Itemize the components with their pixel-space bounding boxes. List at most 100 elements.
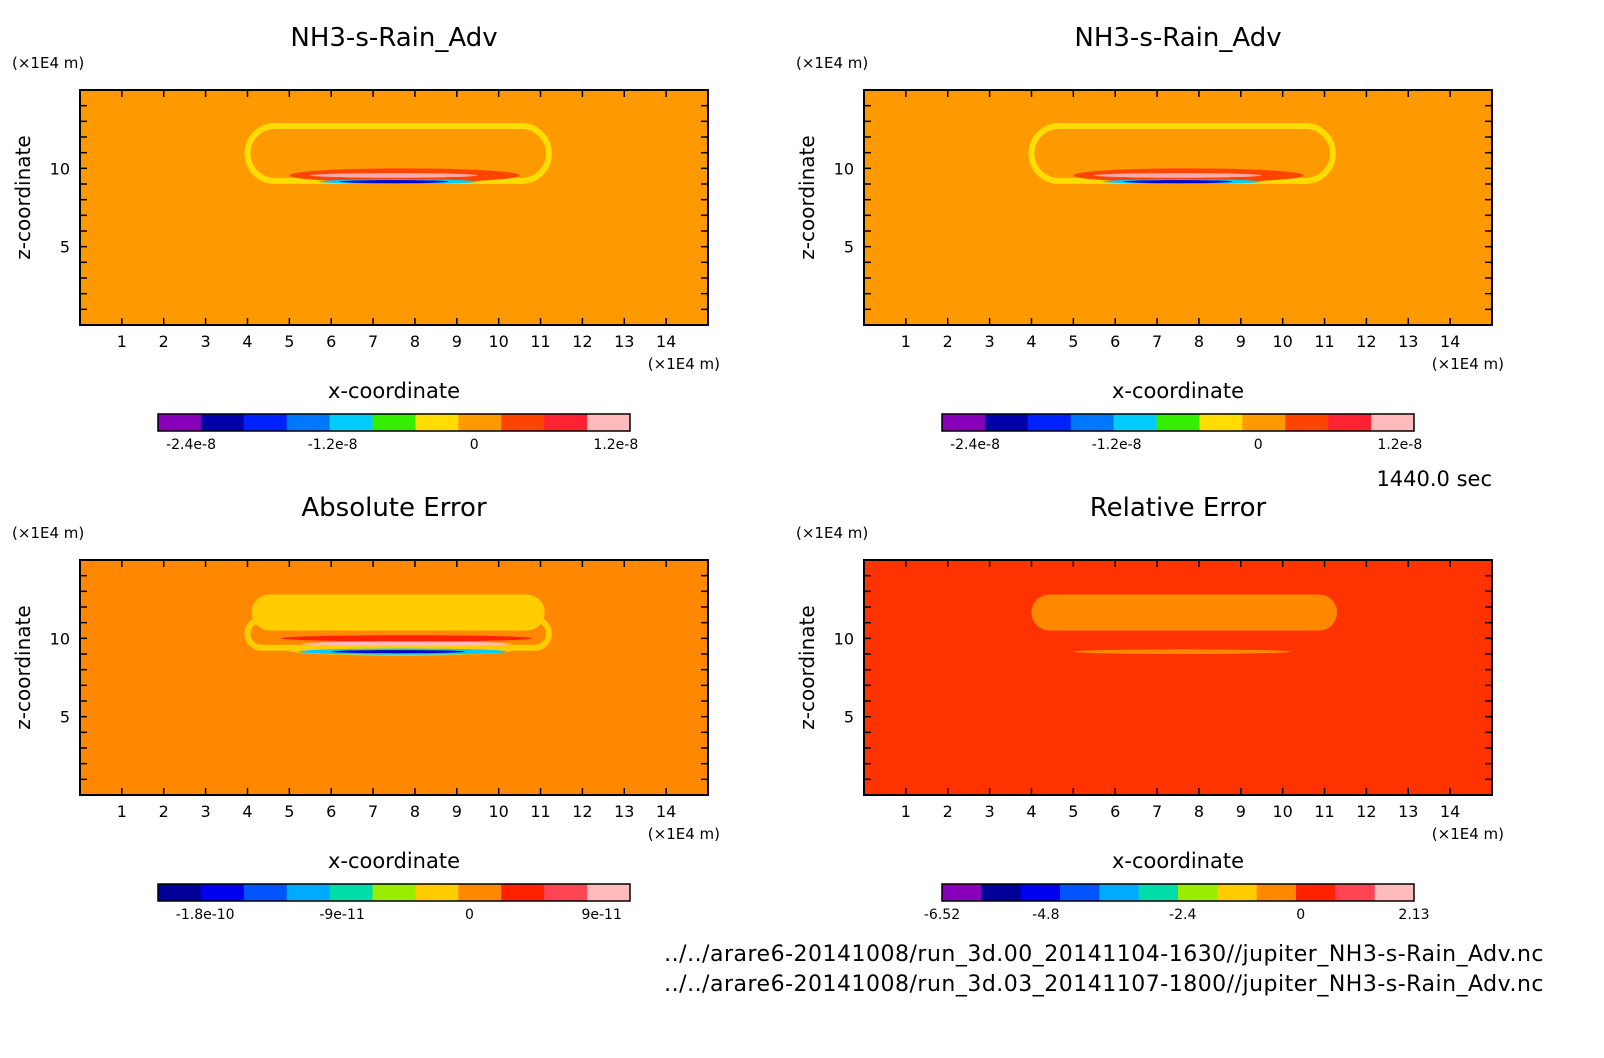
panel1-y-axis-label: z-coordinate [11,135,35,259]
panel2-x-tick-label: 11 [1314,332,1334,351]
panel2-contour-5 [1123,180,1233,184]
panel3-colorbar-segment [372,884,416,901]
panel3-x-tick-label: 11 [530,802,550,821]
panel4-x-tick-label: 8 [1194,802,1204,821]
panel1-colorbar-segment [200,414,245,431]
panel4-colorbar-segment [1256,884,1297,901]
panel1-colorbar-label: 0 [470,437,479,453]
panel1-x-tick-label: 9 [452,332,462,351]
panel1-plot-frame [79,89,709,326]
panel4-colorbar-label: 2.13 [1398,907,1429,923]
panel1-colorbar-segment [372,414,416,431]
panel4-colorbar-segment [981,884,1022,901]
panel2-x-tick-label: 3 [985,332,995,351]
panel2-colorbar-label: 1.2e-8 [1377,437,1422,453]
panel4-colorbar-segment [1217,884,1258,901]
panel2-x-tick-label: 10 [1272,332,1292,351]
panel3-colorbar-segment [243,884,288,901]
panel3-y-tick-label: 5 [60,708,70,727]
panel2-title: NH3-s-Rain_Adv [1074,23,1281,53]
panel3-y-tick-label: 10 [50,629,70,648]
panel4-x-axis-label: x-coordinate [1112,849,1244,873]
panel2-x-tick-label: 14 [1440,332,1460,351]
panel4-colorbar-segment [942,884,982,901]
panel1-colorbar-segment [286,414,331,431]
panel3-plot-frame [79,559,709,796]
panel3-contour-4 [301,641,512,647]
panel2-colorbar-segment [942,414,986,431]
panel1-x-tick-label: 10 [488,332,508,351]
panel2-colorbar-segment [1027,414,1072,431]
panel1-colorbar-segment [587,414,631,431]
panel3-x-tick-label: 5 [284,802,294,821]
panel1-x-tick-label: 4 [242,332,252,351]
panel2-x-tick-label: 6 [1110,332,1120,351]
panel3-colorbar-label: 0 [465,907,474,923]
file-path-1: ../../arare6-20141008/run_3d.00_20141104… [664,942,1544,967]
panel2-y-tick-label: 10 [834,159,854,178]
panel1-x-tick-label: 8 [410,332,420,351]
panel3-colorbar-segment [329,884,374,901]
panel3-x-tick-label: 12 [572,802,592,821]
panel1-x-tick-label: 2 [159,332,169,351]
panel2-colorbar-segment [1070,414,1115,431]
panel4-x-tick-label: 5 [1068,802,1078,821]
panel1-x-unit: (×1E4 m) [648,355,720,373]
panel2-x-tick-label: 2 [943,332,953,351]
panel3-colorbar-label: -9e-11 [319,907,364,923]
panel4-x-tick-label: 7 [1152,802,1162,821]
panel3-x-tick-label: 3 [201,802,211,821]
panel1-x-tick-label: 12 [572,332,592,351]
panel3-colorbar-segment [415,884,459,901]
panel2-colorbar-segment [1371,414,1415,431]
panel3-x-unit: (×1E4 m) [648,825,720,843]
panel1-x-axis-label: x-coordinate [328,379,460,403]
panel1-colorbar-frame [157,413,631,432]
panel2-colorbar-segment [984,414,1029,431]
panel2-y-tick-label: 5 [844,238,854,257]
panel1-x-tick-label: 13 [614,332,634,351]
panel1-colorbar-label: 1.2e-8 [593,437,638,453]
panel3-y-axis-label: z-coordinate [11,605,35,729]
panel1-colorbar-label: -2.4e-8 [166,437,216,453]
panel4-contour-1 [1031,594,1338,631]
panel1-x-tick-label: 7 [368,332,378,351]
panel3-contour-1 [251,594,545,631]
panel4-y-axis-label: z-coordinate [795,605,819,729]
panel4-x-tick-label: 12 [1356,802,1376,821]
panel3-x-tick-label: 1 [117,802,127,821]
panel2-colorbar-label: 0 [1254,437,1263,453]
panel4-x-tick-label: 9 [1236,802,1246,821]
panel1-x-tick-label: 3 [201,332,211,351]
panel4-colorbar-segment [1099,884,1140,901]
panel3-colorbar-segment [458,884,502,901]
panel4-x-tick-label: 6 [1110,802,1120,821]
panel3-x-tick-label: 14 [656,802,676,821]
panel4-colorbar-segment [1178,884,1218,901]
panel1-colorbar-segment [158,414,202,431]
panel1-y-tick-label: 5 [60,238,70,257]
panel3-contour-7 [331,650,466,654]
panel3-x-tick-label: 8 [410,802,420,821]
panel4-y-tick-label: 5 [844,708,854,727]
panel1-x-tick-label: 6 [326,332,336,351]
time-label: 1440.0 sec [1376,467,1492,491]
panel2-y-unit: (×1E4 m) [796,54,868,72]
panel2-colorbar-segment [1156,414,1200,431]
panel1-contour-3 [310,173,478,178]
panel2-x-tick-label: 9 [1236,332,1246,351]
panel3-x-tick-label: 10 [488,802,508,821]
panel2-colorbar-segment [1285,414,1329,431]
panel1-x-tick-label: 1 [117,332,127,351]
panel2-x-tick-label: 13 [1398,332,1418,351]
panel2-colorbar-segment [1113,414,1158,431]
panel2-x-axis-label: x-coordinate [1112,379,1244,403]
panel4-colorbar-segment [1374,884,1415,901]
panel3-colorbar-segment [200,884,245,901]
panel1-y-unit: (×1E4 m) [12,54,84,72]
panel4-colorbar-segment [1296,884,1336,901]
panel3-x-axis-label: x-coordinate [328,849,460,873]
panel4-plot-frame [863,559,1493,796]
panel4-y-unit: (×1E4 m) [796,524,868,542]
